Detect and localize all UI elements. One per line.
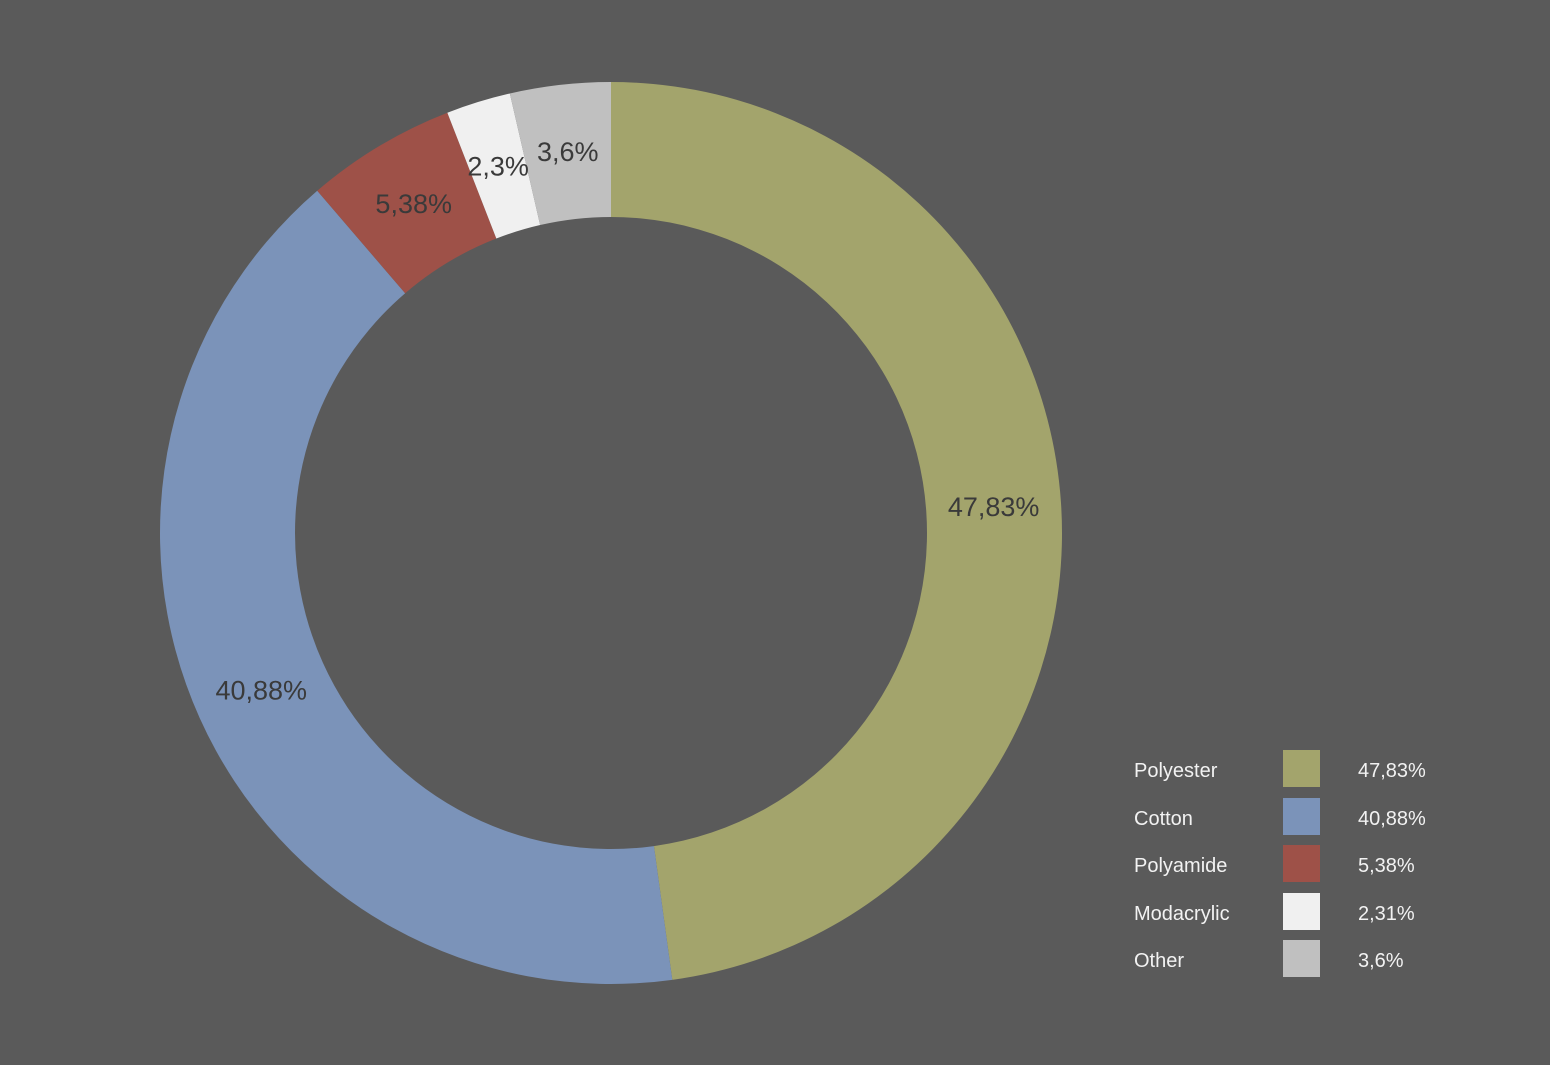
legend-label: Polyamide (1134, 855, 1228, 877)
slice-other (509, 82, 611, 226)
slice-label-polyamide: 5,38% (375, 189, 452, 219)
slice-label-other: 3,6% (537, 137, 599, 167)
legend-value: 5,38% (1358, 855, 1415, 877)
legend-label: Polyester (1134, 760, 1218, 782)
legend-value: 47,83% (1358, 760, 1426, 782)
slice-labels: 47,83% 40,88% 5,38% 2,3% 3,6% (215, 137, 1039, 705)
legend-label: Modacrylic (1134, 902, 1230, 925)
legend-value: 3,6% (1358, 950, 1404, 972)
legend-swatch (1283, 845, 1320, 882)
slice-label-cotton: 40,88% (215, 675, 307, 705)
slice-label-polyester: 47,83% (948, 492, 1040, 522)
slice-modacrylic (447, 93, 541, 239)
legend-swatch (1283, 750, 1320, 787)
slice-polyester (611, 82, 1062, 980)
legend-value: 2,31% (1358, 902, 1415, 925)
legend-swatch (1283, 797, 1320, 835)
legend-swatch (1283, 892, 1320, 930)
slice-polyamide (317, 112, 497, 294)
slice-cotton (159, 190, 673, 984)
legend-swatch (1283, 940, 1320, 977)
legend-value: 40,88% (1358, 807, 1426, 830)
slice-label-modacrylic: 2,3% (467, 151, 529, 181)
legend-label: Cotton (1134, 807, 1193, 830)
donut-slices (159, 82, 1062, 984)
legend-label: Other (1134, 950, 1185, 972)
